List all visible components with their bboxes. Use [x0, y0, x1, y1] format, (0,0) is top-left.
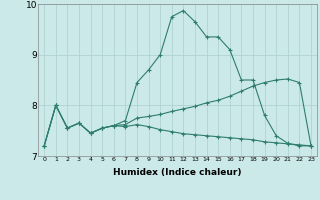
- X-axis label: Humidex (Indice chaleur): Humidex (Indice chaleur): [113, 168, 242, 177]
